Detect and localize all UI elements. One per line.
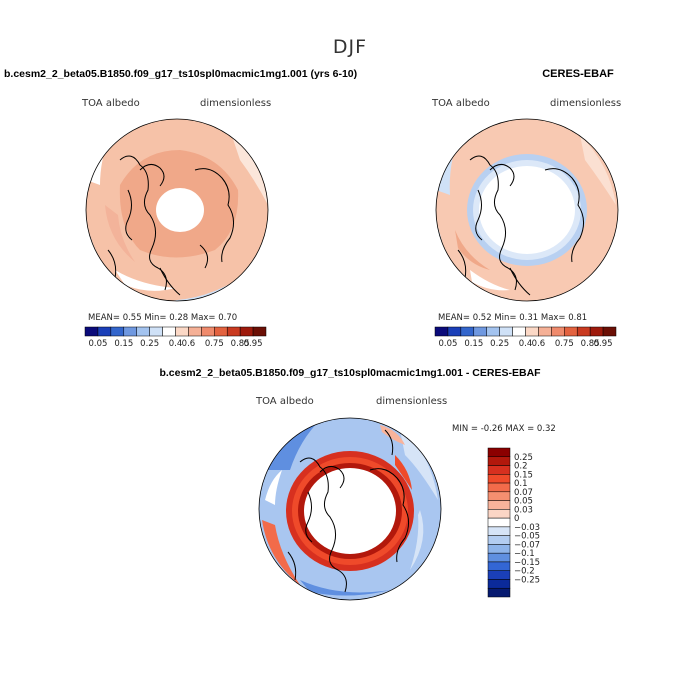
colorbar-box <box>589 326 604 337</box>
colorbar-box <box>473 326 487 337</box>
panel3-title: b.cesm2_2_beta05.B1850.f09_g17_ts10spl0m… <box>159 367 541 379</box>
colorbar-tick-label: 0.6 <box>532 339 546 349</box>
colorbar-box <box>487 491 511 501</box>
colorbar-tick-label: 0.4 <box>519 339 533 349</box>
colorbar-box <box>434 326 449 337</box>
panel1-right-label: dimensionless <box>200 98 272 109</box>
colorbar-box <box>110 326 125 337</box>
colorbar-tick-label: 0.25 <box>140 339 159 349</box>
colorbar-tick-label: 0.25 <box>490 339 509 349</box>
colorbar-box <box>447 326 462 337</box>
colorbar-box <box>136 326 150 337</box>
colorbar-tick-label: 0.4 <box>169 339 183 349</box>
colorbar-box <box>486 326 500 337</box>
colorbar-box <box>97 326 112 337</box>
colorbar-tick-label: 0.75 <box>205 339 224 349</box>
colorbar-box <box>123 326 137 337</box>
colorbar-box <box>487 561 511 571</box>
colorbar-tick-label: −0.03 <box>514 523 540 533</box>
colorbar-box <box>602 326 617 337</box>
colorbar-box <box>487 579 511 589</box>
colorbar-box <box>84 326 99 337</box>
colorbar-box <box>226 326 241 337</box>
panel2-right-label: dimensionless <box>550 98 622 109</box>
colorbar-model: 0.05 0.15 0.25 0.4 0.6 0.75 0.850.95 <box>84 326 267 349</box>
colorbar-ceres: 0.05 0.15 0.25 0.4 0.6 0.75 0.850.95 <box>434 326 617 349</box>
panel3-right-label: dimensionless <box>376 396 448 407</box>
colorbar-box <box>487 526 511 536</box>
colorbar-tick-label: 0.1 <box>514 479 528 489</box>
colorbar-box <box>499 326 513 337</box>
colorbar-box <box>487 544 511 554</box>
colorbar-box <box>564 326 578 337</box>
colorbar-tick-label: 0.75 <box>555 339 574 349</box>
panel1-stats: MEAN= 0.55 Min= 0.28 Max= 0.70 <box>88 313 238 323</box>
colorbar-box <box>149 326 163 337</box>
colorbar-tick-label: 0.85 <box>231 339 250 349</box>
panel2-stats: MEAN= 0.52 Min= 0.31 Max= 0.81 <box>438 313 588 323</box>
colorbar-box <box>487 465 511 475</box>
colorbar-box <box>188 326 202 337</box>
colorbar-tick-label: −0.07 <box>514 540 540 550</box>
colorbar-tick-label: −0.15 <box>514 558 540 568</box>
colorbar-box <box>487 456 511 466</box>
colorbar-box <box>162 326 176 337</box>
panel1-title: b.cesm2_2_beta05.B1850.f09_g17_ts10spl0m… <box>4 68 358 80</box>
colorbar-box <box>525 326 539 337</box>
panel3-left-label: TOA albedo <box>256 396 314 407</box>
colorbar-tick-label: 0.15 <box>464 339 483 349</box>
colorbar-box <box>487 517 511 528</box>
panel2-left-label: TOA albedo <box>432 98 490 109</box>
colorbar-tick-label: 0.85 <box>581 339 600 349</box>
colorbar-tick-label: 0.95 <box>244 339 263 349</box>
colorbar-box <box>460 326 475 337</box>
colorbar-difference: 0.250.20.150.10.070.050.030−0.03−0.05−0.… <box>487 447 540 598</box>
panel1-left-label: TOA albedo <box>82 98 140 109</box>
colorbar-box <box>487 570 511 580</box>
colorbar-box <box>512 326 526 337</box>
colorbar-box <box>487 474 511 484</box>
colorbar-box <box>487 552 511 563</box>
map-difference <box>258 417 442 601</box>
colorbar-tick-label: 0.15 <box>114 339 133 349</box>
colorbar-tick-label: 0.6 <box>182 339 196 349</box>
colorbar-tick-label: 0.03 <box>514 505 533 515</box>
colorbar-tick-label: −0.2 <box>514 567 535 577</box>
colorbar-box <box>239 326 254 337</box>
colorbar-tick-label: 0.05 <box>88 339 107 349</box>
colorbar-box <box>576 326 591 337</box>
colorbar-tick-label: −0.05 <box>514 532 540 542</box>
colorbar-box <box>538 326 552 337</box>
colorbar-tick-label: 0.95 <box>594 339 613 349</box>
colorbar-box <box>487 509 511 519</box>
colorbar-tick-label: −0.1 <box>514 549 535 559</box>
colorbar-tick-label: 0.2 <box>514 462 528 472</box>
colorbar-box <box>487 535 511 545</box>
colorbar-tick-label: 0.25 <box>514 453 533 463</box>
panel2-title: CERES-EBAF <box>542 68 614 80</box>
panel3-stats: MIN = -0.26 MAX = 0.32 <box>452 424 556 434</box>
colorbar-tick-label: 0.05 <box>514 497 533 507</box>
colorbar-tick-label: 0.15 <box>514 470 533 480</box>
colorbar-tick-label: 0.07 <box>514 488 533 498</box>
map-model <box>85 118 269 302</box>
colorbar-box <box>551 326 565 337</box>
colorbar-box <box>214 326 228 337</box>
colorbar-box <box>487 447 511 458</box>
colorbar-box <box>487 482 511 493</box>
colorbar-box <box>252 326 267 337</box>
colorbar-box <box>175 326 189 337</box>
colorbar-tick-label: 0.05 <box>438 339 457 349</box>
colorbar-box <box>487 500 511 510</box>
colorbar-tick-label: 0 <box>514 514 519 524</box>
map-ceres <box>435 118 619 302</box>
colorbar-tick-label: −0.25 <box>514 575 540 585</box>
colorbar-box <box>487 587 511 598</box>
figure-title: DJF <box>332 36 368 58</box>
colorbar-box <box>201 326 215 337</box>
